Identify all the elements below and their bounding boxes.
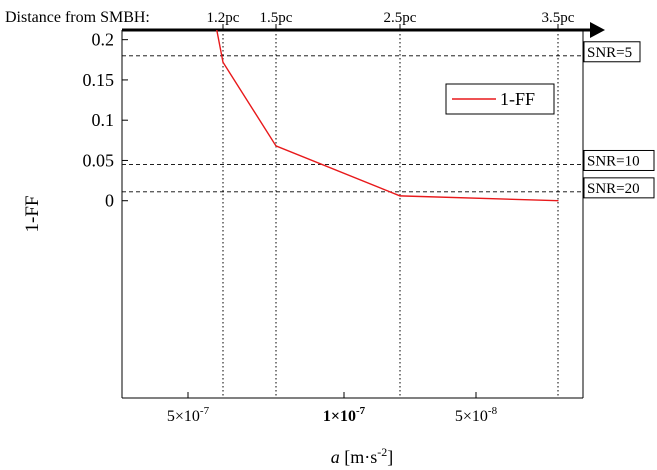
legend-label: 1-FF <box>500 89 535 109</box>
x-tick-label-2: 1×10-7 <box>323 405 366 425</box>
top-axis-arrow-icon <box>590 22 605 38</box>
x-tick-label-3: 5×10-8 <box>455 405 498 425</box>
y-tick-label-4: 0.15 <box>83 70 115 90</box>
snr-label-box-2 <box>583 149 655 171</box>
top-axis-label: Distance from SMBH: <box>5 9 150 26</box>
data-point-3 <box>399 195 401 197</box>
top-axis-tick-label-4: 3.5pc <box>542 10 575 26</box>
data-point-4 <box>557 200 559 202</box>
snr-label-box-1 <box>583 41 641 63</box>
y-tick-label-2: 0.05 <box>83 150 115 170</box>
snr-label-box-3 <box>583 177 655 199</box>
top-axis-tick-label-1: 1.2pc <box>207 10 240 26</box>
y-tick-label-5: 0.2 <box>92 30 115 50</box>
x-tick-label-1: 5×10-7 <box>167 405 210 425</box>
top-axis-tick-label-2: 1.5pc <box>260 10 293 26</box>
snr-label-2: SNR=10 <box>587 153 640 169</box>
top-axis-tick-label-3: 2.5pc <box>384 10 417 26</box>
snr-label-3: SNR=20 <box>587 181 640 197</box>
snr-label-1: SNR=5 <box>587 45 632 61</box>
data-point-2 <box>275 145 277 147</box>
y-tick-label-1: 0 <box>105 191 114 211</box>
legend: 1-FF <box>445 83 555 115</box>
data-point-1 <box>222 61 224 63</box>
x-axis-label: a [m·s-2] <box>331 445 394 467</box>
y-tick-label-3: 0.1 <box>92 110 115 130</box>
y-axis-label: 1-FF <box>22 196 43 233</box>
